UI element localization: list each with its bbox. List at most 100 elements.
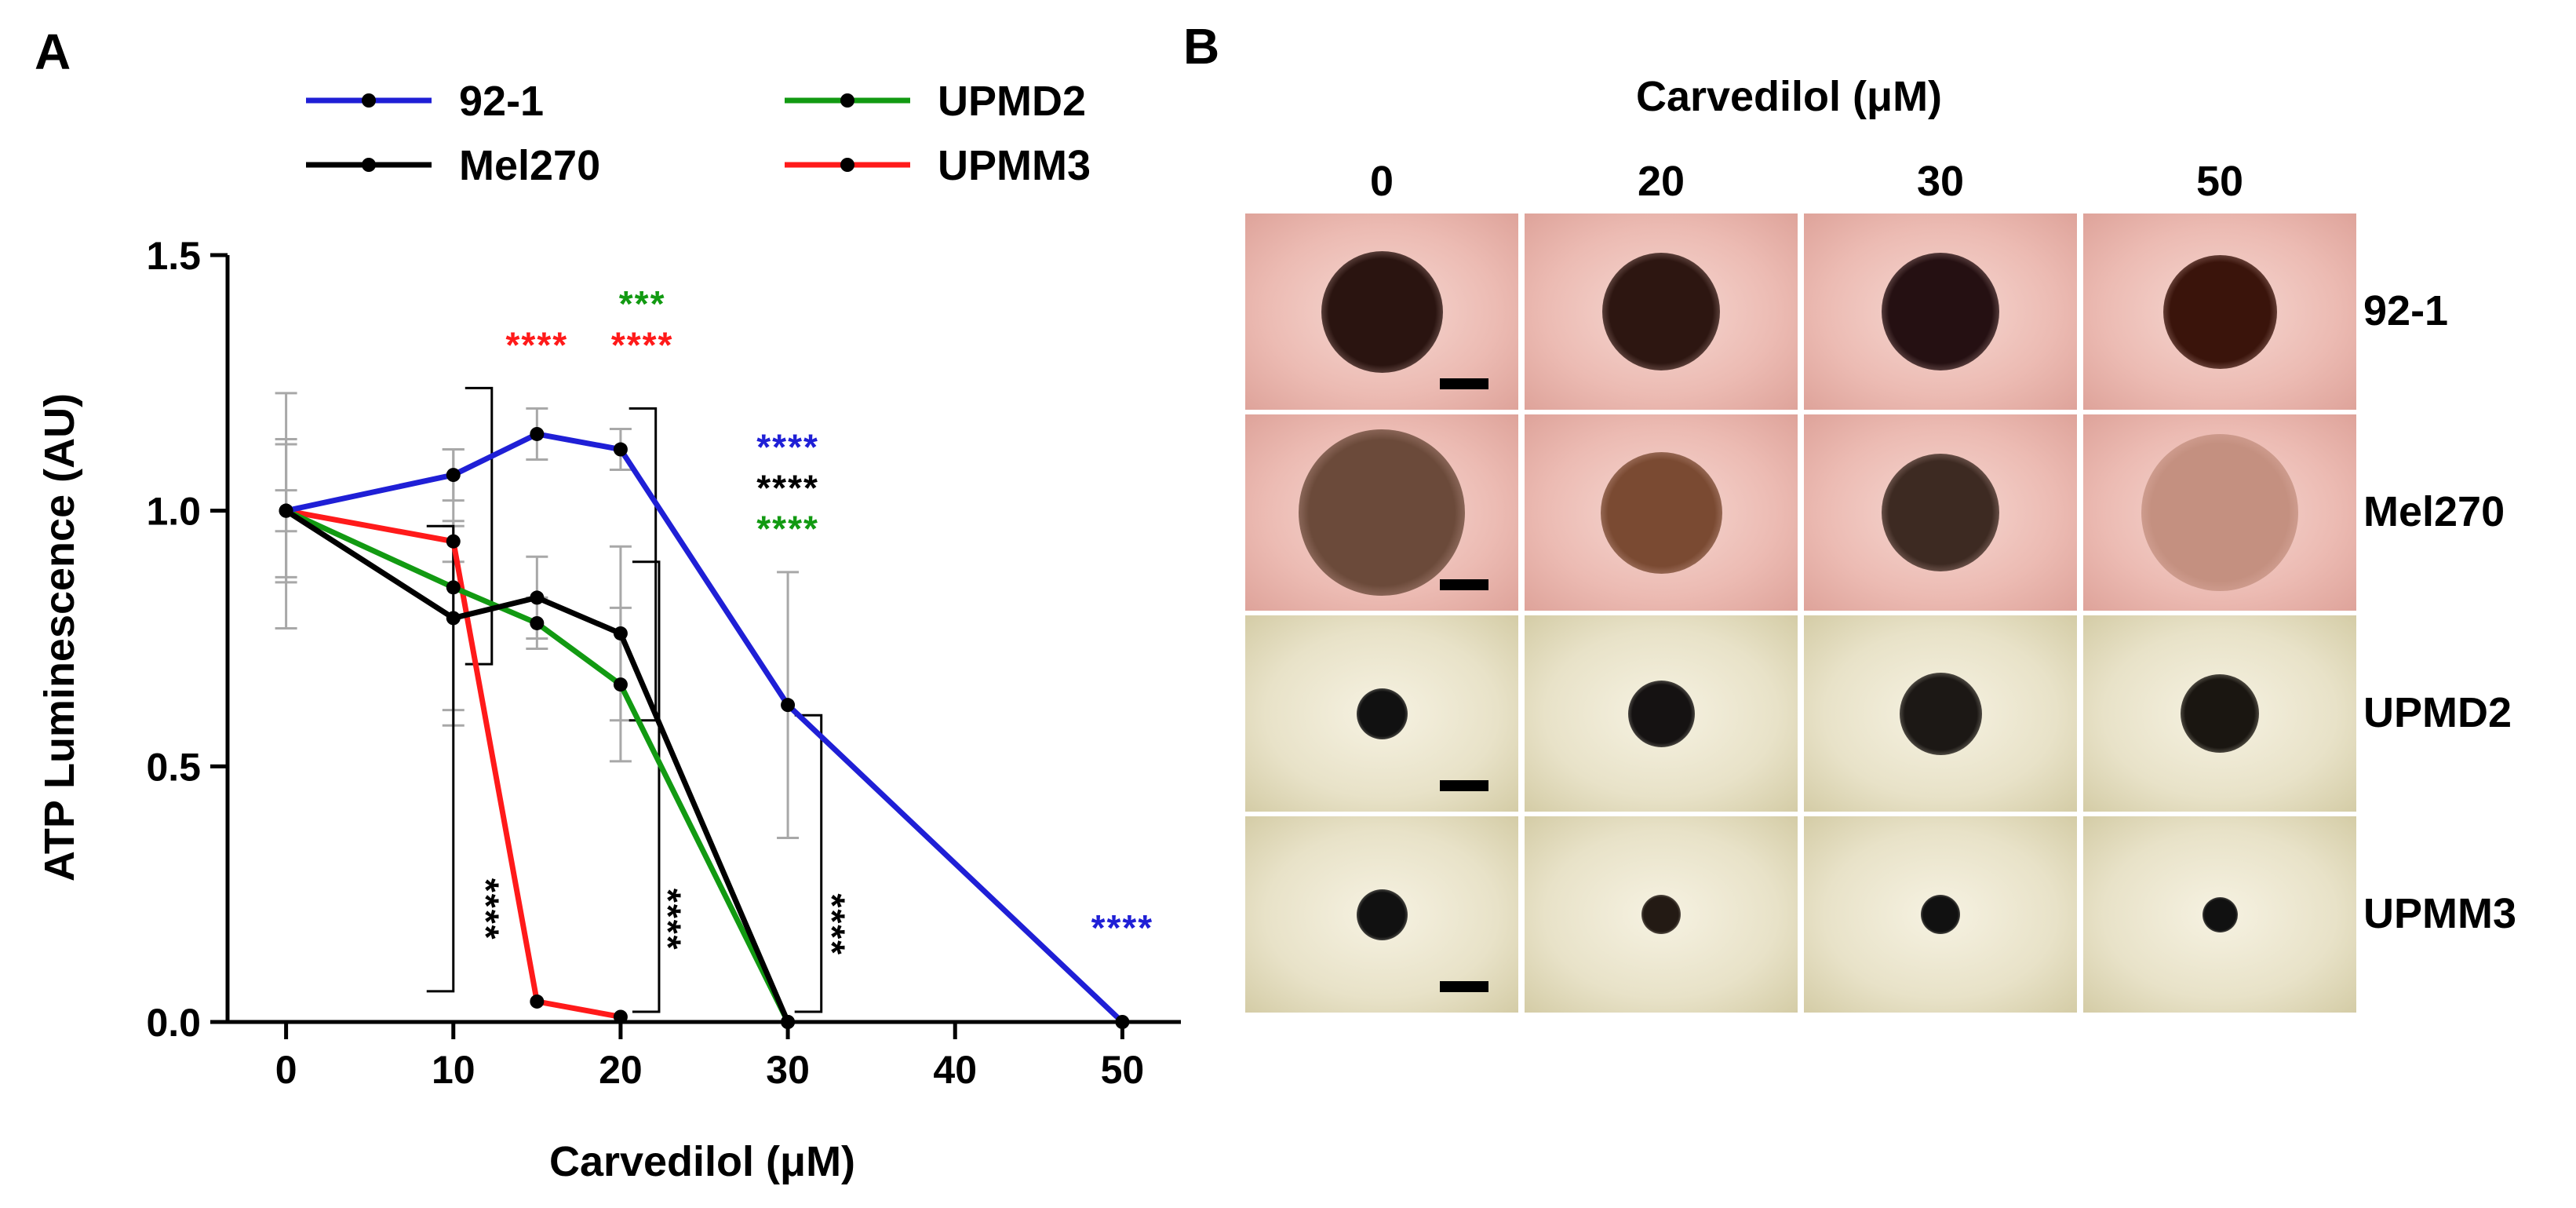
microscopy-tile bbox=[1525, 615, 1798, 812]
spheroid bbox=[1356, 688, 1408, 739]
significance-bracket bbox=[426, 524, 455, 993]
significance-bracket bbox=[629, 407, 658, 722]
data-point-92-1 bbox=[530, 426, 545, 441]
legend-marker-mel270 bbox=[362, 158, 376, 172]
data-point-mel270 bbox=[530, 590, 545, 605]
column-label: 0 bbox=[1369, 158, 1394, 205]
scale-bar bbox=[1440, 780, 1488, 791]
x-tick-label: 20 bbox=[599, 1048, 643, 1092]
significance-bracket bbox=[465, 386, 494, 666]
significance-annotations: ******************************* **** **** bbox=[465, 283, 1154, 956]
data-point-92-1 bbox=[1115, 1015, 1130, 1029]
significance-bracket bbox=[794, 713, 823, 1013]
microscopy-tile bbox=[2083, 816, 2356, 1013]
microscopy-tile bbox=[1525, 213, 1798, 410]
scale-bar bbox=[1440, 579, 1488, 590]
x-tick-label: 30 bbox=[766, 1048, 810, 1092]
x-axis-label: Carvedilol (μM) bbox=[549, 1138, 855, 1185]
spheroid bbox=[2141, 434, 2298, 591]
spheroid bbox=[1882, 454, 1999, 571]
spheroid bbox=[1298, 429, 1466, 597]
data-point-mel270 bbox=[613, 626, 628, 640]
scale-bar bbox=[1440, 981, 1488, 992]
microscopy-tile bbox=[1525, 414, 1798, 611]
x-tick-label: 10 bbox=[432, 1048, 475, 1092]
significance-brackets bbox=[426, 386, 823, 1013]
y-tick-label: 1.5 bbox=[146, 234, 201, 278]
significance-asterisks: **** bbox=[611, 324, 674, 365]
error-bars bbox=[275, 392, 800, 840]
microscopy-tile bbox=[1245, 816, 1518, 1013]
microscopy-tile bbox=[2083, 615, 2356, 812]
spheroid bbox=[1641, 895, 1681, 934]
significance-asterisks: **** bbox=[756, 509, 819, 549]
microscopy-tile bbox=[1804, 414, 2077, 611]
data-point-mel270 bbox=[781, 1015, 796, 1029]
significance-asterisks: *** bbox=[619, 283, 666, 324]
column-label: 30 bbox=[1916, 158, 1965, 205]
x-tick-label: 0 bbox=[275, 1048, 297, 1092]
significance-asterisks: **** bbox=[812, 893, 853, 956]
legend-label-upmd2: UPMD2 bbox=[938, 78, 1086, 125]
panel-a-chart: A 92-1 Mel270 UPMD2 UPMM3 0.0 0.5 1.0 1.5 0 10 20… bbox=[35, 24, 1181, 1185]
legend-label-upmm3: UPMM3 bbox=[938, 142, 1091, 189]
row-label: UPMD2 bbox=[2363, 689, 2512, 736]
significance-asterisks: **** bbox=[756, 427, 819, 468]
data-point-upmm3 bbox=[530, 994, 545, 1009]
panel-b-title: Carvedilol (μM) bbox=[1635, 73, 1943, 120]
series-line-upmm3 bbox=[285, 508, 621, 1020]
column-label: 50 bbox=[2195, 158, 2244, 205]
y-tick-label: 1.0 bbox=[146, 490, 201, 534]
data-point-upmd2 bbox=[530, 615, 545, 630]
data-point-upmd2 bbox=[613, 677, 628, 692]
data-point-92-1 bbox=[613, 442, 628, 457]
panel-a-label: A bbox=[35, 24, 71, 80]
significance-bracket bbox=[632, 560, 661, 1013]
column-label: 20 bbox=[1637, 158, 1685, 205]
spheroid bbox=[1600, 451, 1722, 574]
data-series bbox=[279, 426, 1130, 1029]
microscopy-tile bbox=[1804, 615, 2077, 812]
data-point-upmm3 bbox=[446, 534, 461, 549]
y-tick-label: 0.5 bbox=[146, 745, 201, 789]
spheroid bbox=[2202, 896, 2238, 932]
data-point-upmd2 bbox=[446, 580, 461, 595]
spheroid bbox=[1356, 889, 1408, 940]
legend-marker-upmd2 bbox=[840, 93, 854, 108]
microscopy-tile bbox=[1245, 615, 1518, 812]
microscopy-tile bbox=[1804, 816, 2077, 1013]
spheroid bbox=[1882, 253, 1999, 370]
axes: 0.0 0.5 1.0 1.5 0 10 20 30 40 50 bbox=[146, 234, 1181, 1092]
significance-asterisks: **** bbox=[506, 324, 569, 365]
legend-label-92-1: 92-1 bbox=[459, 78, 544, 125]
data-point-mel270 bbox=[446, 611, 461, 626]
y-axis-label: ATP Luminescence (AU) bbox=[36, 393, 83, 881]
significance-asterisks: **** bbox=[1091, 907, 1154, 948]
spheroid bbox=[1321, 250, 1443, 373]
spheroid bbox=[2181, 674, 2259, 753]
legend-marker-upmm3 bbox=[840, 158, 854, 172]
data-point-92-1 bbox=[781, 698, 796, 713]
data-point-92-1 bbox=[446, 468, 461, 483]
microscopy-tile bbox=[1245, 414, 1518, 611]
spheroid bbox=[1899, 672, 1982, 755]
microscopy-tile bbox=[2083, 213, 2356, 410]
spheroid bbox=[1921, 895, 1960, 934]
row-label: 92-1 bbox=[2363, 287, 2449, 334]
significance-asterisks: **** bbox=[465, 878, 506, 941]
legend-label-mel270: Mel270 bbox=[459, 142, 600, 189]
data-point-upmm3 bbox=[613, 1009, 628, 1024]
panel-b-label: B bbox=[1183, 18, 1220, 75]
spheroid bbox=[1602, 253, 1720, 370]
row-label: UPMM3 bbox=[2363, 890, 2517, 937]
x-tick-label: 40 bbox=[933, 1048, 977, 1092]
y-tick-label: 0.0 bbox=[146, 1001, 201, 1045]
spheroid bbox=[1627, 680, 1695, 747]
microscopy-tile bbox=[1525, 816, 1798, 1013]
data-point-92-1 bbox=[279, 503, 293, 518]
scale-bar bbox=[1440, 378, 1488, 389]
significance-asterisks: **** bbox=[756, 468, 819, 509]
microscopy-tile bbox=[1245, 213, 1518, 410]
row-label: Mel270 bbox=[2363, 488, 2505, 535]
legend: 92-1 Mel270 UPMD2 UPMM3 bbox=[306, 78, 1091, 189]
